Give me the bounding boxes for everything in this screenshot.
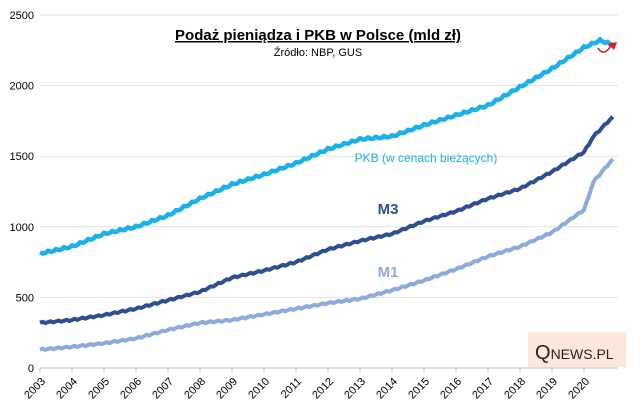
x-tick-label: 2019	[534, 376, 560, 402]
y-tick-label: 0	[28, 363, 34, 375]
x-tick-label: 2020	[566, 376, 592, 402]
x-tick-label: 2018	[502, 376, 528, 402]
series-line-m3	[39, 115, 615, 326]
x-tick-label: 2016	[438, 376, 464, 402]
arrow-head-icon	[608, 42, 617, 50]
y-tick-label: 500	[16, 292, 34, 304]
x-tick-label: 2008	[182, 376, 208, 402]
legend-pkb: PKB (w cenach bieżących)	[355, 151, 498, 165]
legend-m3: M3	[378, 201, 399, 218]
chart-title: Podaż pieniądza i PKB w Polsce (mld zł)	[175, 27, 461, 44]
chart-subtitle: Źródło: NBP, GUS	[274, 46, 362, 59]
x-tick-label: 2012	[310, 376, 336, 402]
x-tick-label: 2015	[406, 376, 432, 402]
x-tick-label: 2013	[342, 376, 368, 402]
x-tick-label: 2017	[470, 376, 496, 402]
series-line-m1	[39, 157, 615, 352]
y-tick-label: 2000	[10, 81, 34, 93]
x-tick-label: 2009	[214, 376, 240, 402]
x-tick-label: 2014	[374, 376, 400, 402]
x-tick-label: 2010	[246, 376, 272, 402]
brand-logo-box	[528, 332, 626, 367]
brand-logo: QNEWS.PL	[535, 342, 614, 364]
legend-m1: M1	[378, 264, 399, 281]
x-tick-label: 2006	[118, 376, 144, 402]
x-tick-label: 2007	[150, 376, 176, 402]
x-tick-label: 2004	[54, 376, 80, 402]
x-tick-label: 2005	[86, 376, 112, 402]
x-tick-label: 2003	[22, 376, 48, 402]
series-line-pkb	[39, 37, 614, 256]
y-tick-label: 2500	[10, 10, 34, 22]
y-tick-label: 1000	[10, 222, 34, 234]
y-tick-label: 1500	[10, 151, 34, 163]
x-tick-label: 2011	[279, 376, 304, 401]
